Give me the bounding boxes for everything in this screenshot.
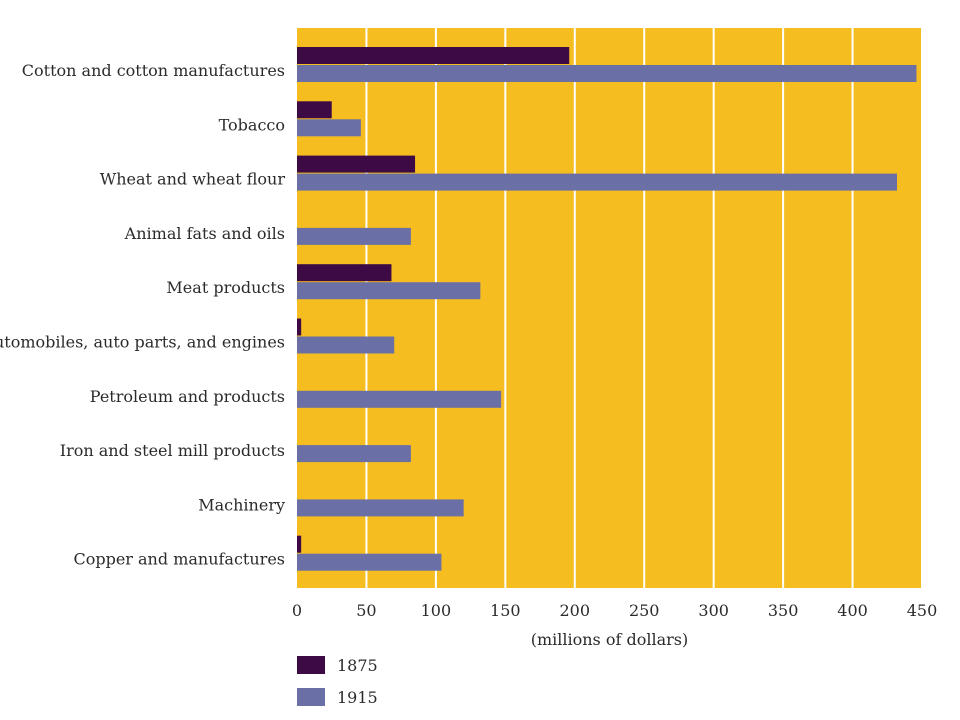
x-tick-label: 350 [768,601,799,620]
bar-1915-3 [297,227,411,245]
bar-1915-5 [297,336,395,354]
bar-1875-4 [297,264,392,282]
bars [297,47,917,571]
bar-1915-4 [297,282,481,300]
x-tick-label: 200 [560,601,591,620]
category-label: Petroleum and products [90,387,285,406]
legend-swatch-1875 [297,656,325,674]
x-tick-label: 150 [490,601,521,620]
bar-1915-6 [297,390,502,408]
bar-1875-9 [297,535,302,553]
bar-1915-0 [297,65,917,82]
category-label: Wheat and wheat flour [100,170,286,189]
category-label: Copper and manufactures [73,550,285,569]
x-tick-label: 450 [907,601,938,620]
x-axis-title: (millions of dollars) [531,630,689,649]
category-label: Iron and steel mill products [60,441,285,460]
bar-1875-2 [297,155,416,173]
bar-1875-5 [297,318,302,336]
x-tick-label: 100 [421,601,452,620]
category-label: Tobacco [219,115,285,134]
category-label: Animal fats and oils [124,224,285,243]
x-tick-label: 250 [629,601,660,620]
bar-1915-2 [297,173,897,191]
x-tick-label: 400 [837,601,868,620]
bar-1915-9 [297,553,442,571]
category-label: Meat products [166,278,285,297]
bar-1915-7 [297,445,411,463]
legend-label-1875: 1875 [337,656,378,675]
legend-label-1915: 1915 [337,688,378,707]
grid-lines [365,28,923,588]
bar-1875-0 [297,47,570,64]
plot-background [297,28,922,588]
x-tick-label: 50 [356,601,376,620]
bar-1915-1 [297,119,361,137]
category-label: Machinery [198,495,285,514]
legend-swatch-1915 [297,688,325,706]
bar-1915-8 [297,499,464,517]
x-tick-labels: 0 50 100 150 200 250 300 350 400 450 [292,601,937,620]
category-labels: Cotton and cotton manufactures Tobacco Whe… [0,61,285,569]
legend: 1875 1915 [297,656,378,707]
bar-1875-1 [297,101,332,119]
category-label: Cotton and cotton manufactures [22,61,285,80]
x-tick-label: 0 [292,601,302,620]
x-tick-label: 300 [698,601,729,620]
category-label: Automobiles, auto parts, and engines [0,333,285,352]
